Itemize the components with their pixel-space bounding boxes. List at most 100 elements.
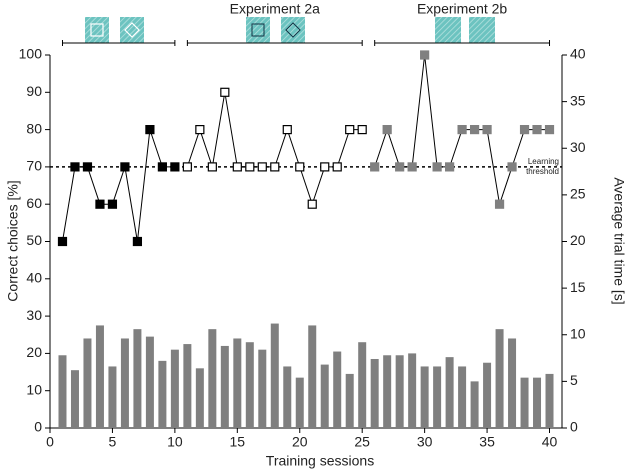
y2-tick-label: 25 <box>570 186 586 202</box>
marker <box>307 199 317 209</box>
bar <box>70 370 79 428</box>
x-axis-label: Training sessions <box>266 453 374 469</box>
bar <box>470 381 479 428</box>
bar <box>295 377 304 428</box>
bar <box>495 329 504 428</box>
y-tick-label: 50 <box>26 232 42 248</box>
marker <box>295 162 305 172</box>
y-tick-label: 100 <box>19 46 43 62</box>
bar <box>308 325 317 428</box>
line <box>186 92 363 206</box>
bar <box>508 338 517 428</box>
x-tick-label: 10 <box>167 434 183 450</box>
bar <box>358 342 367 428</box>
marker <box>469 124 480 135</box>
marker <box>370 162 380 172</box>
marker <box>220 87 230 97</box>
bar <box>333 351 342 428</box>
y2-tick-label: 40 <box>570 46 586 62</box>
x-tick-label: 0 <box>46 434 54 450</box>
bracket <box>374 40 551 46</box>
y2-axis-label: Average trial time [s] <box>611 177 627 304</box>
marker <box>182 162 192 172</box>
bar <box>145 336 154 428</box>
marker <box>519 124 530 135</box>
y2-tick-label: 10 <box>570 325 586 341</box>
bar <box>58 355 67 428</box>
y-tick-label: 90 <box>26 83 42 99</box>
marker <box>95 199 105 209</box>
bar <box>520 377 529 428</box>
bar <box>133 329 142 428</box>
bar <box>258 349 267 428</box>
marker <box>532 124 542 135</box>
y2-tick-label: 15 <box>570 279 586 295</box>
marker <box>257 162 267 172</box>
y-tick-label: 10 <box>26 381 42 397</box>
bar <box>233 338 242 428</box>
marker <box>320 162 330 172</box>
y-axis-label: Correct choices [%] <box>5 180 21 301</box>
marker <box>507 162 517 172</box>
marker <box>544 124 555 135</box>
y-tick-label: 70 <box>26 158 42 174</box>
y-tick-label: 60 <box>26 195 42 211</box>
marker <box>107 199 118 209</box>
bracket-label: Experiment 2a <box>230 1 320 17</box>
marker <box>432 162 442 172</box>
bar <box>158 360 167 428</box>
bar <box>420 366 429 428</box>
bar <box>170 349 179 428</box>
bar <box>545 373 554 428</box>
bar <box>283 366 292 428</box>
bar <box>383 355 392 428</box>
bar <box>83 338 92 428</box>
bar <box>220 345 229 428</box>
x-tick-label: 15 <box>230 434 246 450</box>
bar <box>408 353 417 428</box>
marker <box>207 162 217 172</box>
x-tick-label: 40 <box>542 434 558 450</box>
bar <box>345 373 354 428</box>
x-tick-label: 25 <box>354 434 370 450</box>
threshold-label: Learning <box>528 157 559 166</box>
marker <box>494 199 505 209</box>
y2-tick-label: 35 <box>570 92 586 108</box>
bar <box>183 344 192 428</box>
marker <box>132 236 143 247</box>
bar <box>320 364 329 428</box>
marker <box>270 162 280 172</box>
marker <box>145 124 155 135</box>
marker <box>357 124 367 135</box>
marker <box>407 162 417 172</box>
bar <box>483 362 492 428</box>
y-tick-label: 0 <box>34 419 42 435</box>
bracket-label: Experiment 2b <box>417 1 507 17</box>
line <box>61 129 175 242</box>
marker <box>157 162 167 172</box>
bar <box>445 357 454 428</box>
bracket <box>186 40 363 46</box>
bar <box>370 358 379 428</box>
bar <box>208 329 217 428</box>
marker <box>170 162 180 172</box>
bracket <box>61 40 176 46</box>
marker <box>332 162 342 172</box>
marker <box>232 162 242 172</box>
bar <box>395 355 404 428</box>
y-tick-label: 20 <box>26 344 42 360</box>
y2-tick-label: 5 <box>570 372 578 388</box>
marker <box>457 124 467 135</box>
marker <box>445 162 455 172</box>
marker <box>195 124 205 135</box>
y-tick-label: 80 <box>26 120 42 136</box>
marker <box>482 124 492 135</box>
y2-tick-label: 30 <box>570 139 586 155</box>
threshold-label: threshold <box>526 167 559 176</box>
marker <box>395 162 405 172</box>
marker <box>70 162 80 172</box>
bar <box>533 377 542 428</box>
marker <box>420 50 430 60</box>
bar <box>433 366 442 428</box>
y-tick-label: 40 <box>26 270 42 286</box>
